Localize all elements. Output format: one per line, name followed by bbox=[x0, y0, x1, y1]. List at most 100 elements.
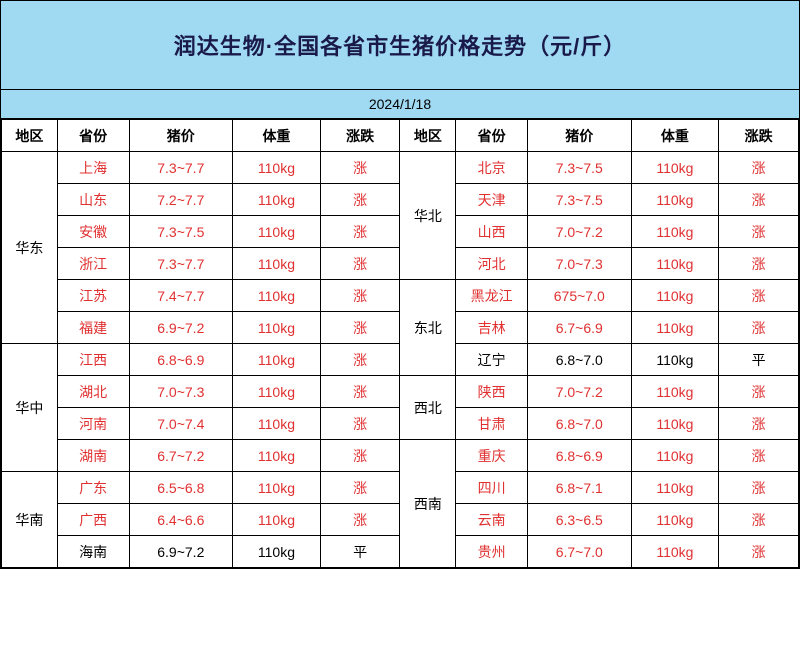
region-cell: 华南 bbox=[2, 472, 58, 568]
price-cell: 7.3~7.7 bbox=[129, 152, 233, 184]
price-cell: 6.5~6.8 bbox=[129, 472, 233, 504]
trend-cell: 涨 bbox=[320, 504, 400, 536]
col-region: 地区 bbox=[400, 120, 456, 152]
trend-cell: 涨 bbox=[320, 312, 400, 344]
trend-cell: 涨 bbox=[719, 408, 799, 440]
trend-cell: 涨 bbox=[320, 472, 400, 504]
weight-cell: 110kg bbox=[631, 248, 719, 280]
province-cell: 重庆 bbox=[456, 440, 528, 472]
trend-cell: 平 bbox=[719, 344, 799, 376]
province-cell: 浙江 bbox=[57, 248, 129, 280]
price-cell: 6.8~7.0 bbox=[527, 344, 631, 376]
col-trend: 涨跌 bbox=[719, 120, 799, 152]
weight-cell: 110kg bbox=[631, 184, 719, 216]
price-cell: 7.2~7.7 bbox=[129, 184, 233, 216]
weight-cell: 110kg bbox=[233, 408, 321, 440]
province-cell: 广东 bbox=[57, 472, 129, 504]
price-cell: 7.4~7.7 bbox=[129, 280, 233, 312]
date-label: 2024/1/18 bbox=[1, 90, 799, 119]
region-cell: 东北 bbox=[400, 280, 456, 376]
weight-cell: 110kg bbox=[233, 344, 321, 376]
province-cell: 湖北 bbox=[57, 376, 129, 408]
trend-cell: 涨 bbox=[719, 184, 799, 216]
weight-cell: 110kg bbox=[631, 440, 719, 472]
province-cell: 四川 bbox=[456, 472, 528, 504]
price-cell: 7.0~7.3 bbox=[527, 248, 631, 280]
trend-cell: 涨 bbox=[320, 216, 400, 248]
weight-cell: 110kg bbox=[631, 472, 719, 504]
weight-cell: 110kg bbox=[233, 152, 321, 184]
trend-cell: 涨 bbox=[719, 536, 799, 568]
region-cell: 华北 bbox=[400, 152, 456, 280]
price-cell: 6.7~7.2 bbox=[129, 440, 233, 472]
price-cell: 6.8~6.9 bbox=[527, 440, 631, 472]
province-cell: 北京 bbox=[456, 152, 528, 184]
province-cell: 湖南 bbox=[57, 440, 129, 472]
price-table-container: 润达生物·全国各省市生猪价格走势（元/斤） 2024/1/18 地区 省份 猪价… bbox=[0, 0, 800, 569]
trend-cell: 涨 bbox=[320, 280, 400, 312]
weight-cell: 110kg bbox=[233, 248, 321, 280]
col-trend: 涨跌 bbox=[320, 120, 400, 152]
weight-cell: 110kg bbox=[233, 376, 321, 408]
price-cell: 6.8~7.1 bbox=[527, 472, 631, 504]
weight-cell: 110kg bbox=[233, 280, 321, 312]
table-row: 湖南6.7~7.2110kg涨西南重庆6.8~6.9110kg涨 bbox=[2, 440, 799, 472]
province-cell: 吉林 bbox=[456, 312, 528, 344]
weight-cell: 110kg bbox=[631, 152, 719, 184]
province-cell: 河北 bbox=[456, 248, 528, 280]
trend-cell: 涨 bbox=[719, 280, 799, 312]
header-row: 地区 省份 猪价 体重 涨跌 地区 省份 猪价 体重 涨跌 bbox=[2, 120, 799, 152]
price-cell: 675~7.0 bbox=[527, 280, 631, 312]
trend-cell: 涨 bbox=[320, 152, 400, 184]
trend-cell: 涨 bbox=[719, 152, 799, 184]
weight-cell: 110kg bbox=[233, 472, 321, 504]
price-cell: 7.3~7.5 bbox=[527, 184, 631, 216]
province-cell: 河南 bbox=[57, 408, 129, 440]
weight-cell: 110kg bbox=[631, 280, 719, 312]
weight-cell: 110kg bbox=[233, 536, 321, 568]
table-row: 湖北7.0~7.3110kg涨西北陕西7.0~7.2110kg涨 bbox=[2, 376, 799, 408]
province-cell: 上海 bbox=[57, 152, 129, 184]
weight-cell: 110kg bbox=[233, 440, 321, 472]
weight-cell: 110kg bbox=[631, 376, 719, 408]
province-cell: 天津 bbox=[456, 184, 528, 216]
weight-cell: 110kg bbox=[233, 312, 321, 344]
region-cell: 西北 bbox=[400, 376, 456, 440]
province-cell: 安徽 bbox=[57, 216, 129, 248]
trend-cell: 涨 bbox=[719, 504, 799, 536]
weight-cell: 110kg bbox=[631, 312, 719, 344]
price-cell: 7.0~7.2 bbox=[527, 376, 631, 408]
price-cell: 7.0~7.3 bbox=[129, 376, 233, 408]
trend-cell: 涨 bbox=[320, 344, 400, 376]
province-cell: 辽宁 bbox=[456, 344, 528, 376]
price-cell: 6.9~7.2 bbox=[129, 536, 233, 568]
trend-cell: 涨 bbox=[320, 248, 400, 280]
price-cell: 6.7~7.0 bbox=[527, 536, 631, 568]
trend-cell: 涨 bbox=[320, 376, 400, 408]
weight-cell: 110kg bbox=[631, 344, 719, 376]
trend-cell: 涨 bbox=[719, 440, 799, 472]
table-row: 江苏7.4~7.7110kg涨东北黑龙江675~7.0110kg涨 bbox=[2, 280, 799, 312]
trend-cell: 涨 bbox=[320, 408, 400, 440]
province-cell: 海南 bbox=[57, 536, 129, 568]
col-region: 地区 bbox=[2, 120, 58, 152]
col-weight: 体重 bbox=[233, 120, 321, 152]
price-cell: 7.3~7.7 bbox=[129, 248, 233, 280]
price-cell: 6.7~6.9 bbox=[527, 312, 631, 344]
province-cell: 江苏 bbox=[57, 280, 129, 312]
province-cell: 山东 bbox=[57, 184, 129, 216]
price-cell: 7.3~7.5 bbox=[527, 152, 631, 184]
weight-cell: 110kg bbox=[631, 408, 719, 440]
col-weight: 体重 bbox=[631, 120, 719, 152]
trend-cell: 涨 bbox=[719, 312, 799, 344]
region-cell: 西南 bbox=[400, 440, 456, 568]
trend-cell: 涨 bbox=[719, 472, 799, 504]
table-row: 华东上海7.3~7.7110kg涨华北北京7.3~7.5110kg涨 bbox=[2, 152, 799, 184]
price-cell: 6.3~6.5 bbox=[527, 504, 631, 536]
province-cell: 福建 bbox=[57, 312, 129, 344]
price-table: 地区 省份 猪价 体重 涨跌 地区 省份 猪价 体重 涨跌 华东上海7.3~7.… bbox=[1, 119, 799, 568]
col-province: 省份 bbox=[57, 120, 129, 152]
col-price: 猪价 bbox=[129, 120, 233, 152]
province-cell: 云南 bbox=[456, 504, 528, 536]
weight-cell: 110kg bbox=[631, 216, 719, 248]
